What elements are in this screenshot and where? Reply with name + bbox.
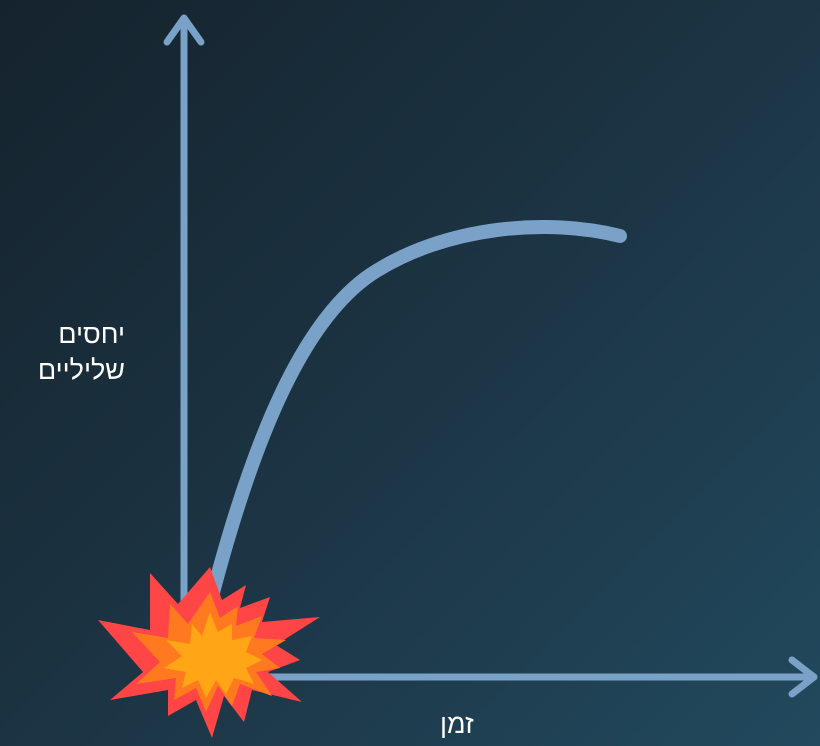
- y-axis-arrowhead: [163, 14, 205, 46]
- explosion-inner: [164, 612, 262, 698]
- x-axis: [180, 656, 818, 698]
- y-axis-label-line-2: שליליים: [37, 355, 125, 385]
- x-axis-label: זמן: [440, 709, 474, 739]
- y-axis-label-line-1: יחסים: [58, 319, 125, 349]
- relationship-curve: [203, 220, 627, 611]
- y-axis-label: יחסים שליליים: [38, 316, 125, 388]
- explosion-icon: [98, 567, 320, 738]
- x-axis-arrowhead: [788, 656, 818, 698]
- y-axis: [163, 14, 205, 654]
